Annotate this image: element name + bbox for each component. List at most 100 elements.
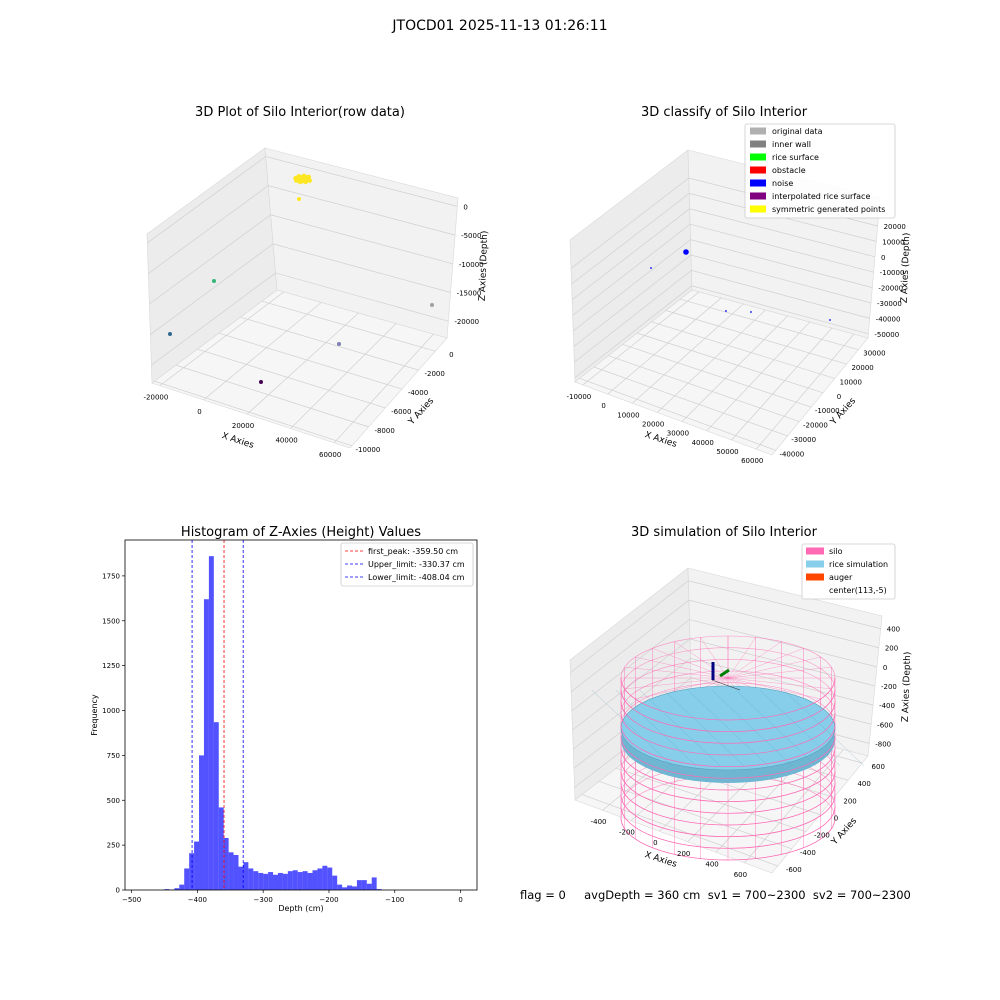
rice-mesh-line [687, 690, 769, 766]
subplot-raw-3d: 3D Plot of Silo Interior(row data) -2000… [144, 105, 491, 459]
histogram-xtick-label: −400 [188, 896, 207, 904]
raw3d-xtick-label: 20000 [232, 422, 254, 430]
raw3d-ztick-label: -15000 [457, 290, 482, 298]
cls3d-xgrid-line [681, 315, 788, 422]
cls3d-xtick-label: 60000 [741, 457, 763, 465]
classify-3d-point [683, 249, 689, 255]
histogram-bar [228, 852, 234, 890]
cls3d-zgrid-line [572, 223, 874, 316]
histogram-bars [164, 556, 382, 890]
cls3d-ytick-label: 30000 [863, 350, 885, 358]
silo-front-ring [620, 724, 836, 767]
cls3d-zgrid-line [571, 208, 876, 300]
histogram-bar [248, 868, 254, 890]
classify-3d-legend-label: interpolated rice surface [772, 192, 870, 201]
raw3d-ygrid-line [175, 364, 369, 428]
simulation-3d-legend-entries: silo rice simulation auger center(113,-5) [806, 547, 888, 595]
sim3d-zgrid-line [570, 599, 879, 693]
cls3d-xtick-label: -10000 [566, 393, 591, 401]
sim3d-ygrid-line [581, 794, 778, 867]
histogram-axes-frame [124, 539, 478, 891]
rice-mesh-line [615, 690, 697, 766]
sim3d-ytick-label: 400 [857, 780, 870, 788]
histogram-bar [223, 837, 229, 890]
silo-front-ring [620, 806, 836, 849]
silo-roof-spoke [700, 637, 729, 679]
raw3d-ygrid-line [261, 300, 436, 352]
sim3d-ytick-label: 200 [843, 797, 856, 805]
raw3d-xgrid-line [290, 323, 397, 429]
simulation-3d-xlabel: X Axies [643, 850, 678, 870]
cls3d-ztick-label: -30000 [877, 300, 902, 308]
raw3d-xgrid-line [159, 291, 285, 386]
simulation-3d-legend-swatch [806, 573, 824, 581]
raw-3d-zlabel: Z Axies (Depth) [478, 231, 490, 302]
simulation-3d-legend-label: auger [829, 573, 853, 582]
sim3d-xtick-label: -200 [619, 829, 635, 837]
raw3d-xtick-label: 60000 [319, 451, 341, 459]
cls3d-ytick-label: -10000 [815, 407, 840, 415]
classify-3d-legend-label: symmetric generated points [772, 205, 885, 214]
histogram-ytick-label: 250 [107, 842, 120, 850]
classify-3d-point [725, 310, 727, 312]
histogram-xtick-label: 0 [458, 896, 462, 904]
sim3d-xtick-label: 600 [734, 871, 747, 879]
histogram-bar [307, 872, 313, 890]
classify-3d-legend-label: inner wall [772, 140, 811, 149]
cls3d-ygrid-line [579, 377, 776, 451]
cls3d-ytick-label: 20000 [851, 364, 873, 372]
silo-roof-spoke [727, 648, 804, 679]
simulation-3d-yticks: 600 400 200 0 -200 -400 -600 [786, 763, 885, 874]
histogram-xtick-label: −500 [122, 896, 141, 904]
classify-3d-legend-swatch [750, 166, 766, 174]
histogram-bar [371, 877, 377, 890]
histogram-ytick-label: 1750 [102, 572, 120, 580]
silo-roof-spoke [624, 666, 729, 679]
classify-3d-legend-swatch [750, 127, 766, 135]
histogram-bar [179, 884, 185, 890]
classify-3d-legend-swatch [750, 140, 766, 148]
sim3d-zgrid-line [571, 619, 877, 712]
subplot-classify-3d: 3D classify of Silo Interior -10000 0 1000… [566, 105, 912, 465]
sim3d-xtick-label: 400 [705, 860, 718, 868]
raw-3d-yticks: 0 -2000 -4000 -6000 -8000 -10000 [356, 351, 454, 454]
rice-mesh-line [735, 690, 817, 766]
sim3d-ytick-label: -600 [786, 866, 802, 874]
classify-3d-zticks: 20000 10000 0 -10000 -20000 -30000 -40000 -5000… [874, 223, 906, 339]
classify-3d-legend-label: rice surface [772, 153, 819, 162]
raw3d-xtick-label: 0 [197, 408, 201, 416]
classify-3d-yticks: 30000 20000 10000 0 -10000 -20000 -30000 -40000 [779, 350, 885, 459]
cls3d-ztick-label: -40000 [876, 315, 901, 323]
sim3d-ztick-label: -400 [879, 702, 895, 710]
cls3d-ygrid-line [651, 321, 835, 379]
sim3d-xtick-label: -400 [591, 818, 607, 826]
histogram-bar [317, 868, 323, 890]
histogram-bar [292, 870, 298, 890]
classify-3d-legend-swatch [750, 192, 766, 200]
histogram-yticks: 0 250 500 750 1000 1250 1500 1750 [102, 572, 125, 895]
histogram-xlabel: Depth (cm) [278, 904, 323, 913]
sim3d-ygrid-line [599, 781, 792, 850]
classify-3d-legend-entries: original data inner wall rice surface obsta… [750, 127, 885, 214]
simulation-3d-zlabel: Z Axies (Depth) [901, 652, 913, 723]
cls3d-zgrid-line [571, 193, 877, 285]
histogram-legend-entries: first_peak: -359.50 cm Upper_limit: -330.… [345, 547, 465, 582]
classify-3d-points [650, 249, 831, 321]
sim3d-xtick-label: 200 [677, 850, 690, 858]
cls3d-ytick-label: 0 [837, 393, 841, 401]
classify-3d-legend-swatch [750, 153, 766, 161]
sim3d-ytick-label: -200 [814, 832, 830, 840]
classify-3d-pane-floor [574, 289, 869, 456]
silo-roof-spoke [727, 637, 756, 679]
histogram-bar [263, 873, 269, 890]
histogram-bar [213, 722, 219, 890]
simulation-3d-legend [801, 543, 896, 600]
histogram-legend-label: first_peak: -359.50 cm [368, 547, 458, 556]
simulation-3d-xticks: -400 -200 0 200 400 600 [591, 818, 747, 879]
raw-3d-zticks: 0 -5000 -10000 -15000 -20000 [454, 203, 483, 326]
raw3d-xgrid-line [333, 333, 434, 444]
silo-front-ring [620, 747, 836, 791]
rice-mesh-line [639, 690, 721, 766]
histogram-bar [199, 755, 204, 890]
